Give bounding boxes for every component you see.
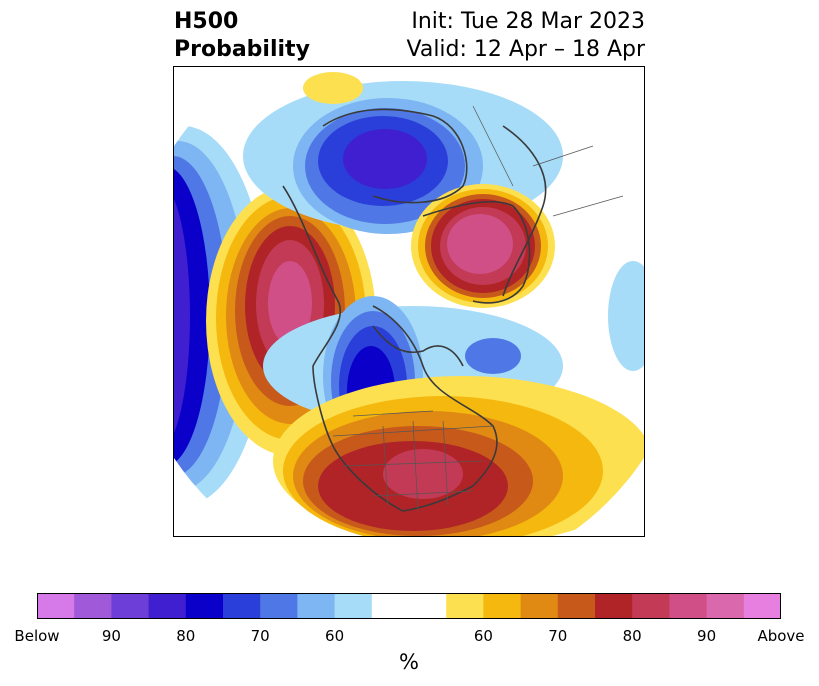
colorbar: [37, 593, 782, 619]
colorbar-border: [37, 593, 781, 619]
colorbar-segment: [371, 593, 410, 619]
colorbar-segment: [743, 593, 782, 619]
product-title: Probability: [174, 37, 310, 62]
init-date: Init: Tue 28 Mar 2023: [411, 9, 645, 34]
colorbar-tick-label: 60: [473, 627, 493, 645]
coastlines: [282, 108, 547, 512]
colorbar-segment: [111, 593, 150, 619]
colorbar-segment: [260, 593, 298, 619]
colorbar-tick-label: Below: [14, 627, 60, 645]
colorbar-segment: [446, 593, 484, 619]
colorbar-tick-label: Above: [757, 627, 805, 645]
title-block-right: Init: Tue 28 Mar 2023 Valid: 12 Apr – 18…: [407, 8, 646, 64]
colorbar-tick-label: 60: [325, 627, 345, 645]
colorbar-segment: [334, 593, 373, 619]
colorbar-segment: [74, 593, 112, 619]
colorbar-segment: [409, 593, 447, 619]
east-atlantic-below: [608, 261, 645, 371]
variable-title: H500: [174, 9, 239, 34]
colorbar-tick-label: 70: [250, 627, 270, 645]
colorbar-segment: [223, 593, 261, 619]
colorbar-tick-label: 70: [548, 627, 568, 645]
north-pacific-above-small: [303, 72, 363, 104]
colorbar-segment: [37, 593, 75, 619]
colorbar-segment: [557, 593, 596, 619]
colorbar-segment: [148, 593, 187, 619]
colorbar-segment: [483, 593, 522, 619]
colorbar-tick-label: 80: [176, 627, 196, 645]
colorbar-tick-label: 90: [697, 627, 717, 645]
colorbar-segment: [669, 593, 708, 619]
colorbar-segment: [595, 593, 633, 619]
colorbar-tick-label: 90: [101, 627, 121, 645]
colorbar-unit: %: [399, 650, 419, 674]
colorbar-segment: [632, 593, 670, 619]
valid-range: Valid: 12 Apr – 18 Apr: [406, 37, 646, 62]
colorbar-segment: [297, 593, 336, 619]
borders: [332, 105, 624, 512]
title-block-left: H500 Probability: [174, 8, 310, 64]
colorbar-segment: [520, 593, 559, 619]
map-border: [173, 66, 645, 537]
colorbar-tick-label: 80: [622, 627, 642, 645]
polar-map: [173, 66, 645, 537]
us-above-anomaly: [273, 376, 645, 537]
colorbar-segment: [185, 593, 224, 619]
colorbar-segment: [706, 593, 745, 619]
arctic-above-anomaly: [411, 184, 555, 308]
